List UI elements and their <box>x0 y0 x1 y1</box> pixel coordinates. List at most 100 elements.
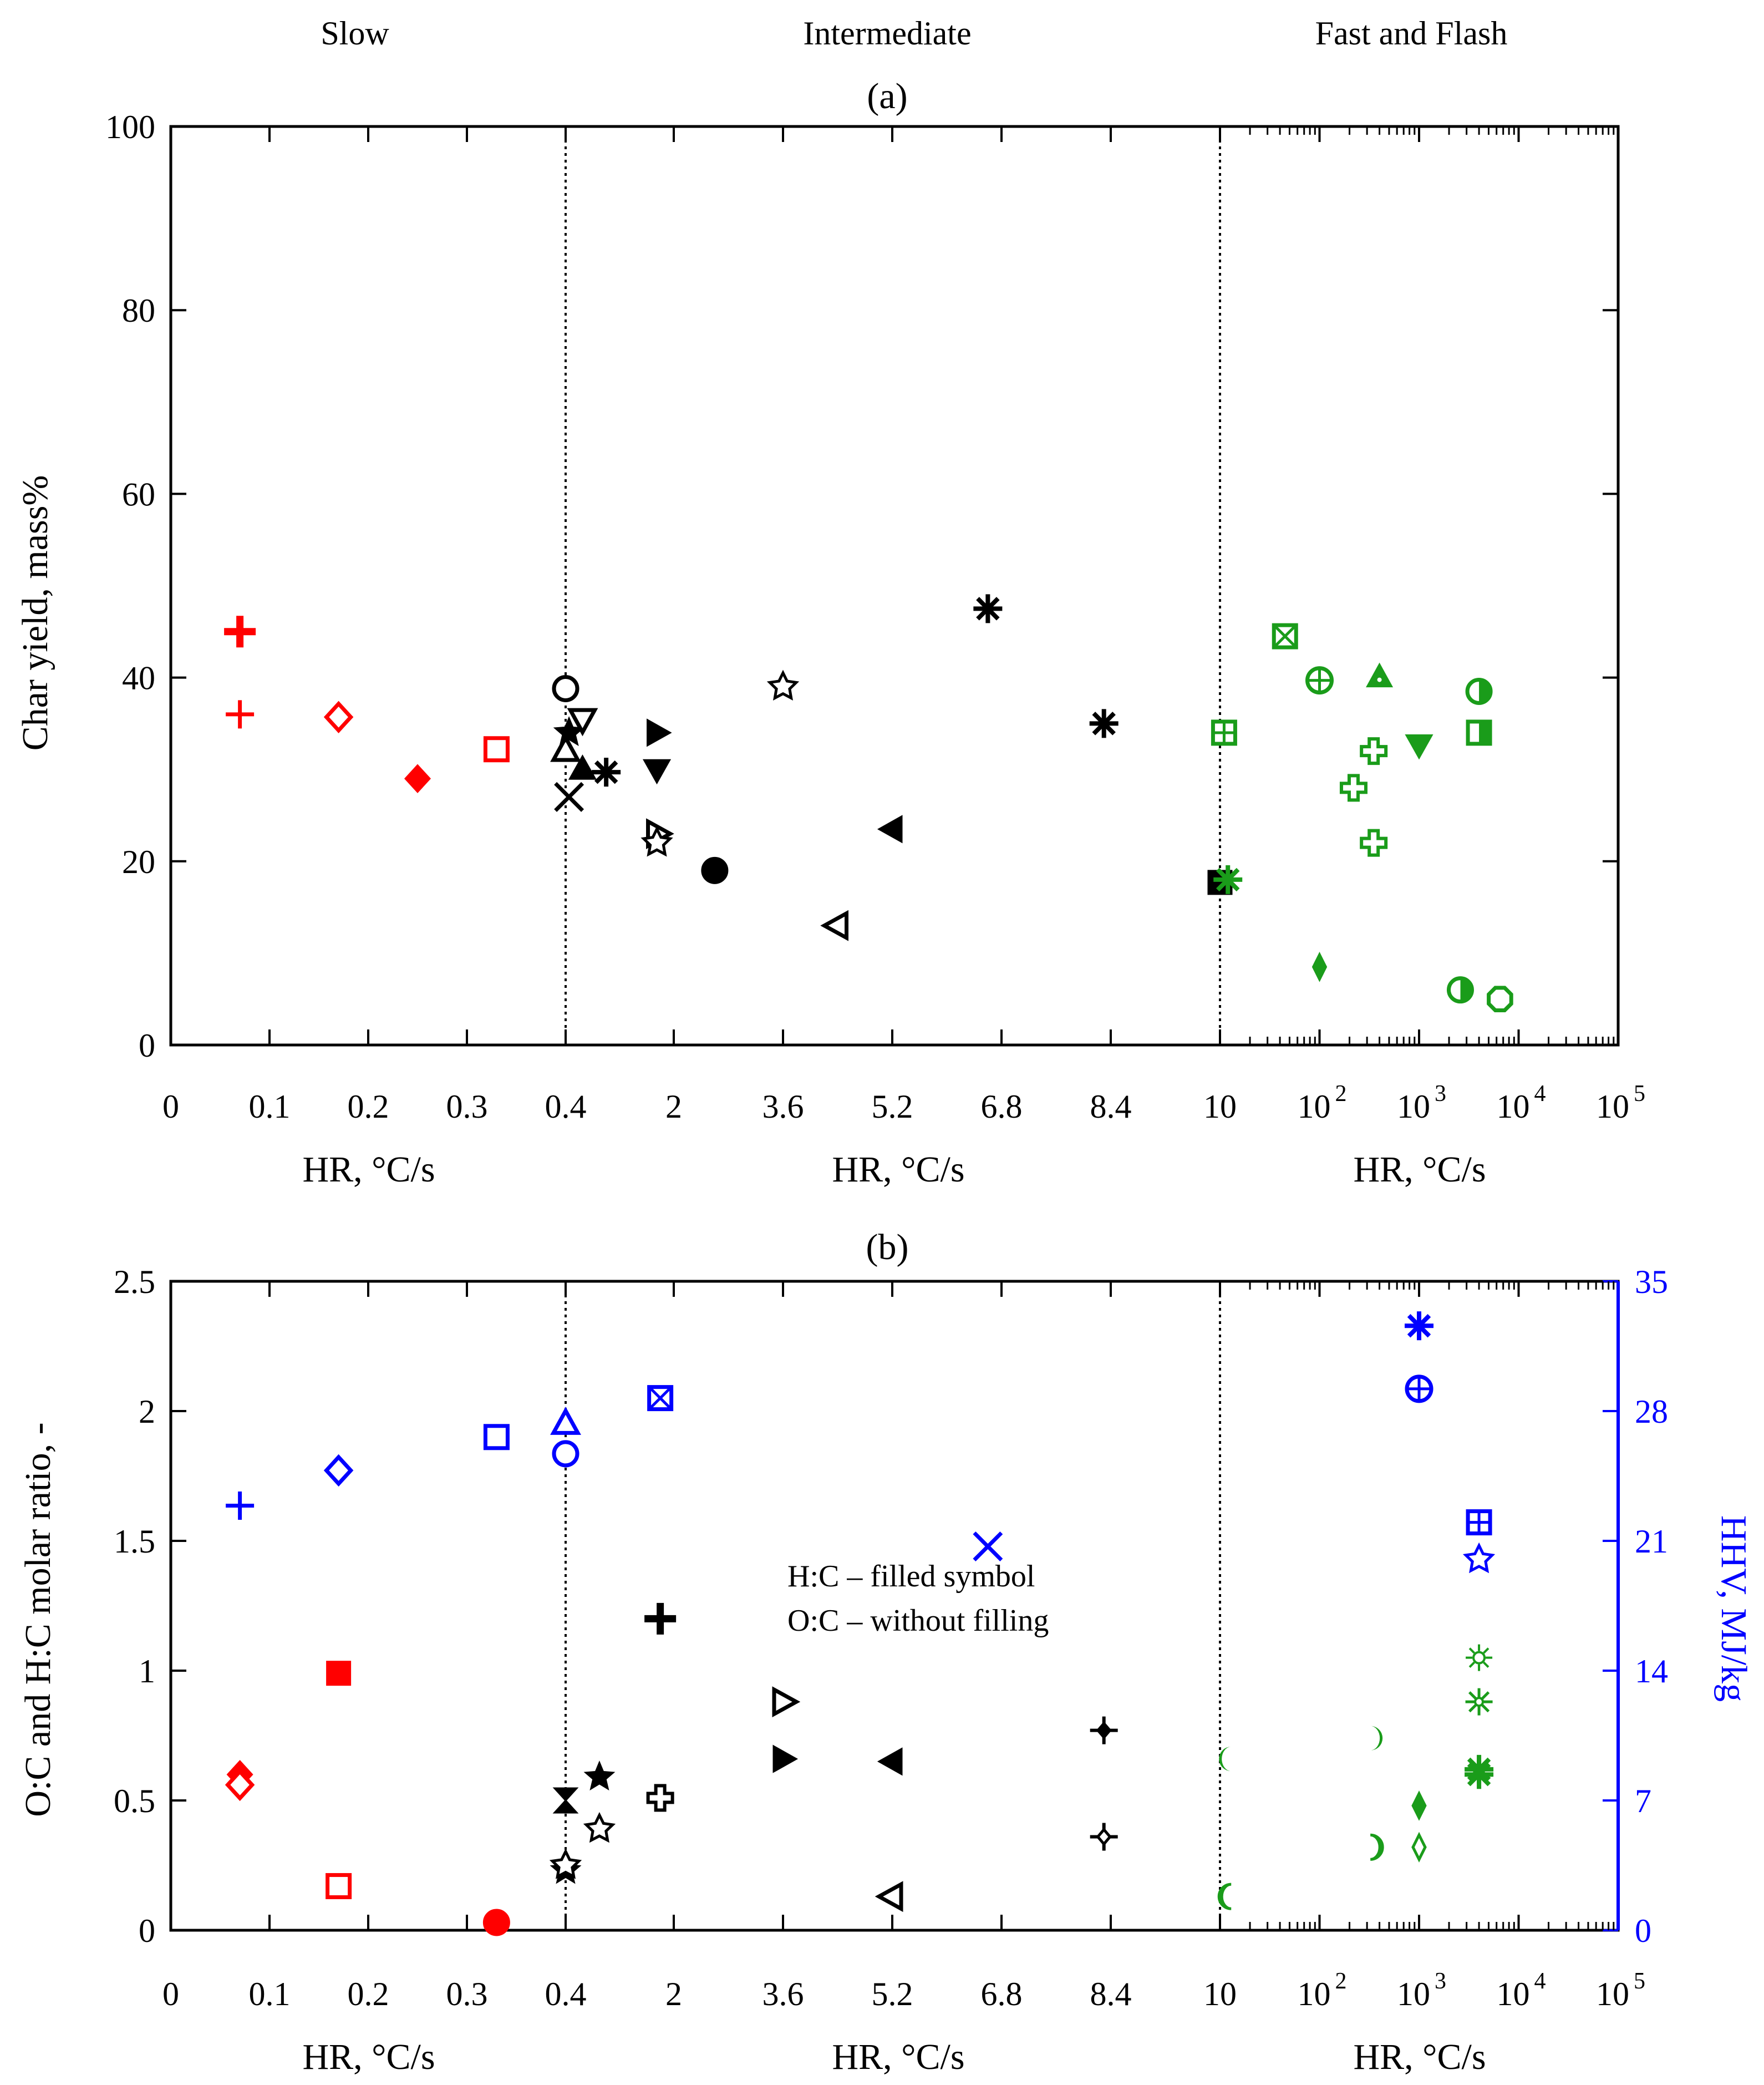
panel-b-y2tick-label: 7 <box>1635 1783 1651 1819</box>
panel-a-point-25 <box>1272 623 1298 650</box>
panel-b-xtick-label: 0.3 <box>446 1976 488 2012</box>
panel-b-xtick-exponent: 2 <box>1335 1969 1347 1994</box>
panel-b-point-34 <box>1411 1832 1427 1863</box>
panel-a-point-29 <box>1339 774 1368 802</box>
panel-b-point-7 <box>549 1848 582 1879</box>
panel-b-point-1 <box>225 1768 255 1802</box>
panel-a-point-36 <box>1487 986 1513 1012</box>
panel-b-ytick-label: 2 <box>139 1393 155 1430</box>
panel-b-xtick-label: 10 <box>1397 1976 1430 2012</box>
panel-b-point-24 <box>973 1531 1003 1561</box>
panel-b-y2label: HHV, MJ/kg <box>1714 1515 1754 1702</box>
panel-a-ytick-label: 0 <box>139 1027 155 1064</box>
panel-b-point-13 <box>772 1744 799 1773</box>
panel-b-xtick-label: 10 <box>1203 1976 1237 2012</box>
panel-b-xtick-label: 0 <box>162 1976 179 2012</box>
panel-b-point-14 <box>877 1747 903 1776</box>
panel-b-xtick-label: 8.4 <box>1090 1976 1132 2012</box>
panel-a-xtick-exponent: 5 <box>1634 1081 1645 1107</box>
panel-b-y2tick-label: 28 <box>1635 1393 1668 1430</box>
panel-b-ytick-label: 0 <box>139 1912 155 1949</box>
panel-b-point-22 <box>552 1440 579 1468</box>
region-label-slow: Slow <box>321 15 389 52</box>
panel-a-xlabel-fast: HR, °C/s <box>1353 1149 1486 1190</box>
panel-b-ytick-label: 1.5 <box>114 1523 155 1560</box>
panel-a-xlabel-intermediate: HR, °C/s <box>832 1149 964 1190</box>
panel-a-point-30 <box>1360 829 1388 857</box>
panel-b-point-37 <box>1466 1644 1493 1671</box>
panel-b-point-19 <box>323 1454 354 1487</box>
panel-a-point-0 <box>224 616 256 648</box>
legend-note-hc: H:C – filled symbol <box>787 1559 1035 1594</box>
panel-a-xtick-exponent: 2 <box>1335 1081 1347 1107</box>
legend-note-oc: O:C – without filling <box>787 1604 1049 1638</box>
panel-a-point-9 <box>567 708 598 737</box>
panel-b-xtick-label: 0.4 <box>545 1976 587 2012</box>
panel-b-point-26 <box>1405 1374 1433 1403</box>
panel-b-point-30 <box>1217 1883 1232 1910</box>
panel-b-point-4 <box>482 1909 510 1936</box>
panel-b-xtick-label: 10 <box>1497 1976 1530 2012</box>
panel-a-ytick-label: 80 <box>122 292 155 329</box>
panel-a-point-3 <box>404 764 431 793</box>
panel-a-point-23 <box>1213 865 1243 894</box>
panel-a-xlabel-slow: HR, °C/s <box>302 1149 435 1190</box>
panel-a-point-33 <box>1465 677 1493 705</box>
panel-b-point-33 <box>1411 1790 1427 1821</box>
panel-a-xtick-label: 10 <box>1298 1088 1331 1125</box>
panel-b-point-31 <box>1370 1726 1383 1751</box>
panel-a-xtick-label: 0 <box>162 1088 179 1125</box>
panel-b-point-25 <box>1405 1311 1433 1341</box>
panel-b-xlabel-slow: HR, °C/s <box>302 2037 435 2077</box>
panel-a-xtick-label: 10 <box>1203 1088 1237 1125</box>
panel-a-point-11 <box>592 758 621 787</box>
panel-a-point-6 <box>550 733 581 762</box>
panel-b-y2tick-label: 0 <box>1635 1912 1651 1949</box>
panel-a-xtick-exponent: 4 <box>1534 1081 1546 1107</box>
panel-b-xtick-exponent: 4 <box>1534 1969 1546 1994</box>
panel-b-xtick-label: 3.6 <box>762 1976 804 2012</box>
region-label-intermediate: Intermediate <box>803 15 971 52</box>
panel-b-point-15 <box>875 1881 903 1912</box>
panel-b-xtick-label: 6.8 <box>981 1976 1023 2012</box>
panel-b-xtick-label: 2 <box>665 1976 682 2012</box>
panel-b-point-2 <box>326 1661 352 1686</box>
panel-a-point-1 <box>226 700 255 729</box>
panel-b-xtick-label: 5.2 <box>872 1976 913 2012</box>
panel-b: (b) O:C and H:C molar ratio, - HHV, MJ/k… <box>18 1227 1754 2077</box>
panel-b-xtick-exponent: 3 <box>1435 1969 1446 1994</box>
panel-a-point-8 <box>554 782 584 812</box>
panel-b-xtick-label: 0.1 <box>249 1976 291 2012</box>
panel-a-point-15 <box>640 826 673 857</box>
panel-a-point-35 <box>1446 976 1474 1004</box>
panel-a-point-10 <box>568 754 597 780</box>
panel-a-point-19 <box>877 815 903 844</box>
panel-a-point-13 <box>642 759 672 785</box>
panel-a-point-2 <box>323 701 354 733</box>
panel-b-y2tick-label: 14 <box>1635 1653 1668 1690</box>
panel-b-point-29 <box>1219 1747 1232 1772</box>
panel-b-point-16 <box>1090 1716 1118 1744</box>
panel-a-point-27 <box>1366 662 1394 688</box>
panel-a-point-5 <box>552 674 579 702</box>
panel-a-title: (a) <box>867 76 907 116</box>
panel-b-point-18 <box>226 1491 255 1520</box>
panel-a-ytick-label: 40 <box>122 660 155 697</box>
panel-b-xlabel-intermediate: HR, °C/s <box>832 2037 964 2077</box>
panel-a-point-26 <box>1305 666 1334 695</box>
region-label-fast-flash: Fast and Flash <box>1315 15 1508 52</box>
panel-a-point-31 <box>1405 734 1433 760</box>
panel-a-point-34 <box>1466 719 1492 746</box>
panel-b-y2tick-label: 35 <box>1635 1264 1668 1300</box>
panel-b-point-11 <box>646 1784 674 1812</box>
panel-a-xtick-label: 0.1 <box>249 1088 291 1125</box>
panel-b-point-3 <box>326 1873 352 1899</box>
panel-b-point-20 <box>483 1424 510 1450</box>
panel-a-point-20 <box>973 594 1003 623</box>
panel-b-y2tick-label: 21 <box>1635 1523 1668 1560</box>
panel-a-xtick-label: 0.4 <box>545 1088 587 1125</box>
panel-a-xtick-label: 0.3 <box>446 1088 488 1125</box>
panel-a-point-21 <box>1089 709 1119 738</box>
panel-b-xtick-label: 10 <box>1596 1976 1629 2012</box>
